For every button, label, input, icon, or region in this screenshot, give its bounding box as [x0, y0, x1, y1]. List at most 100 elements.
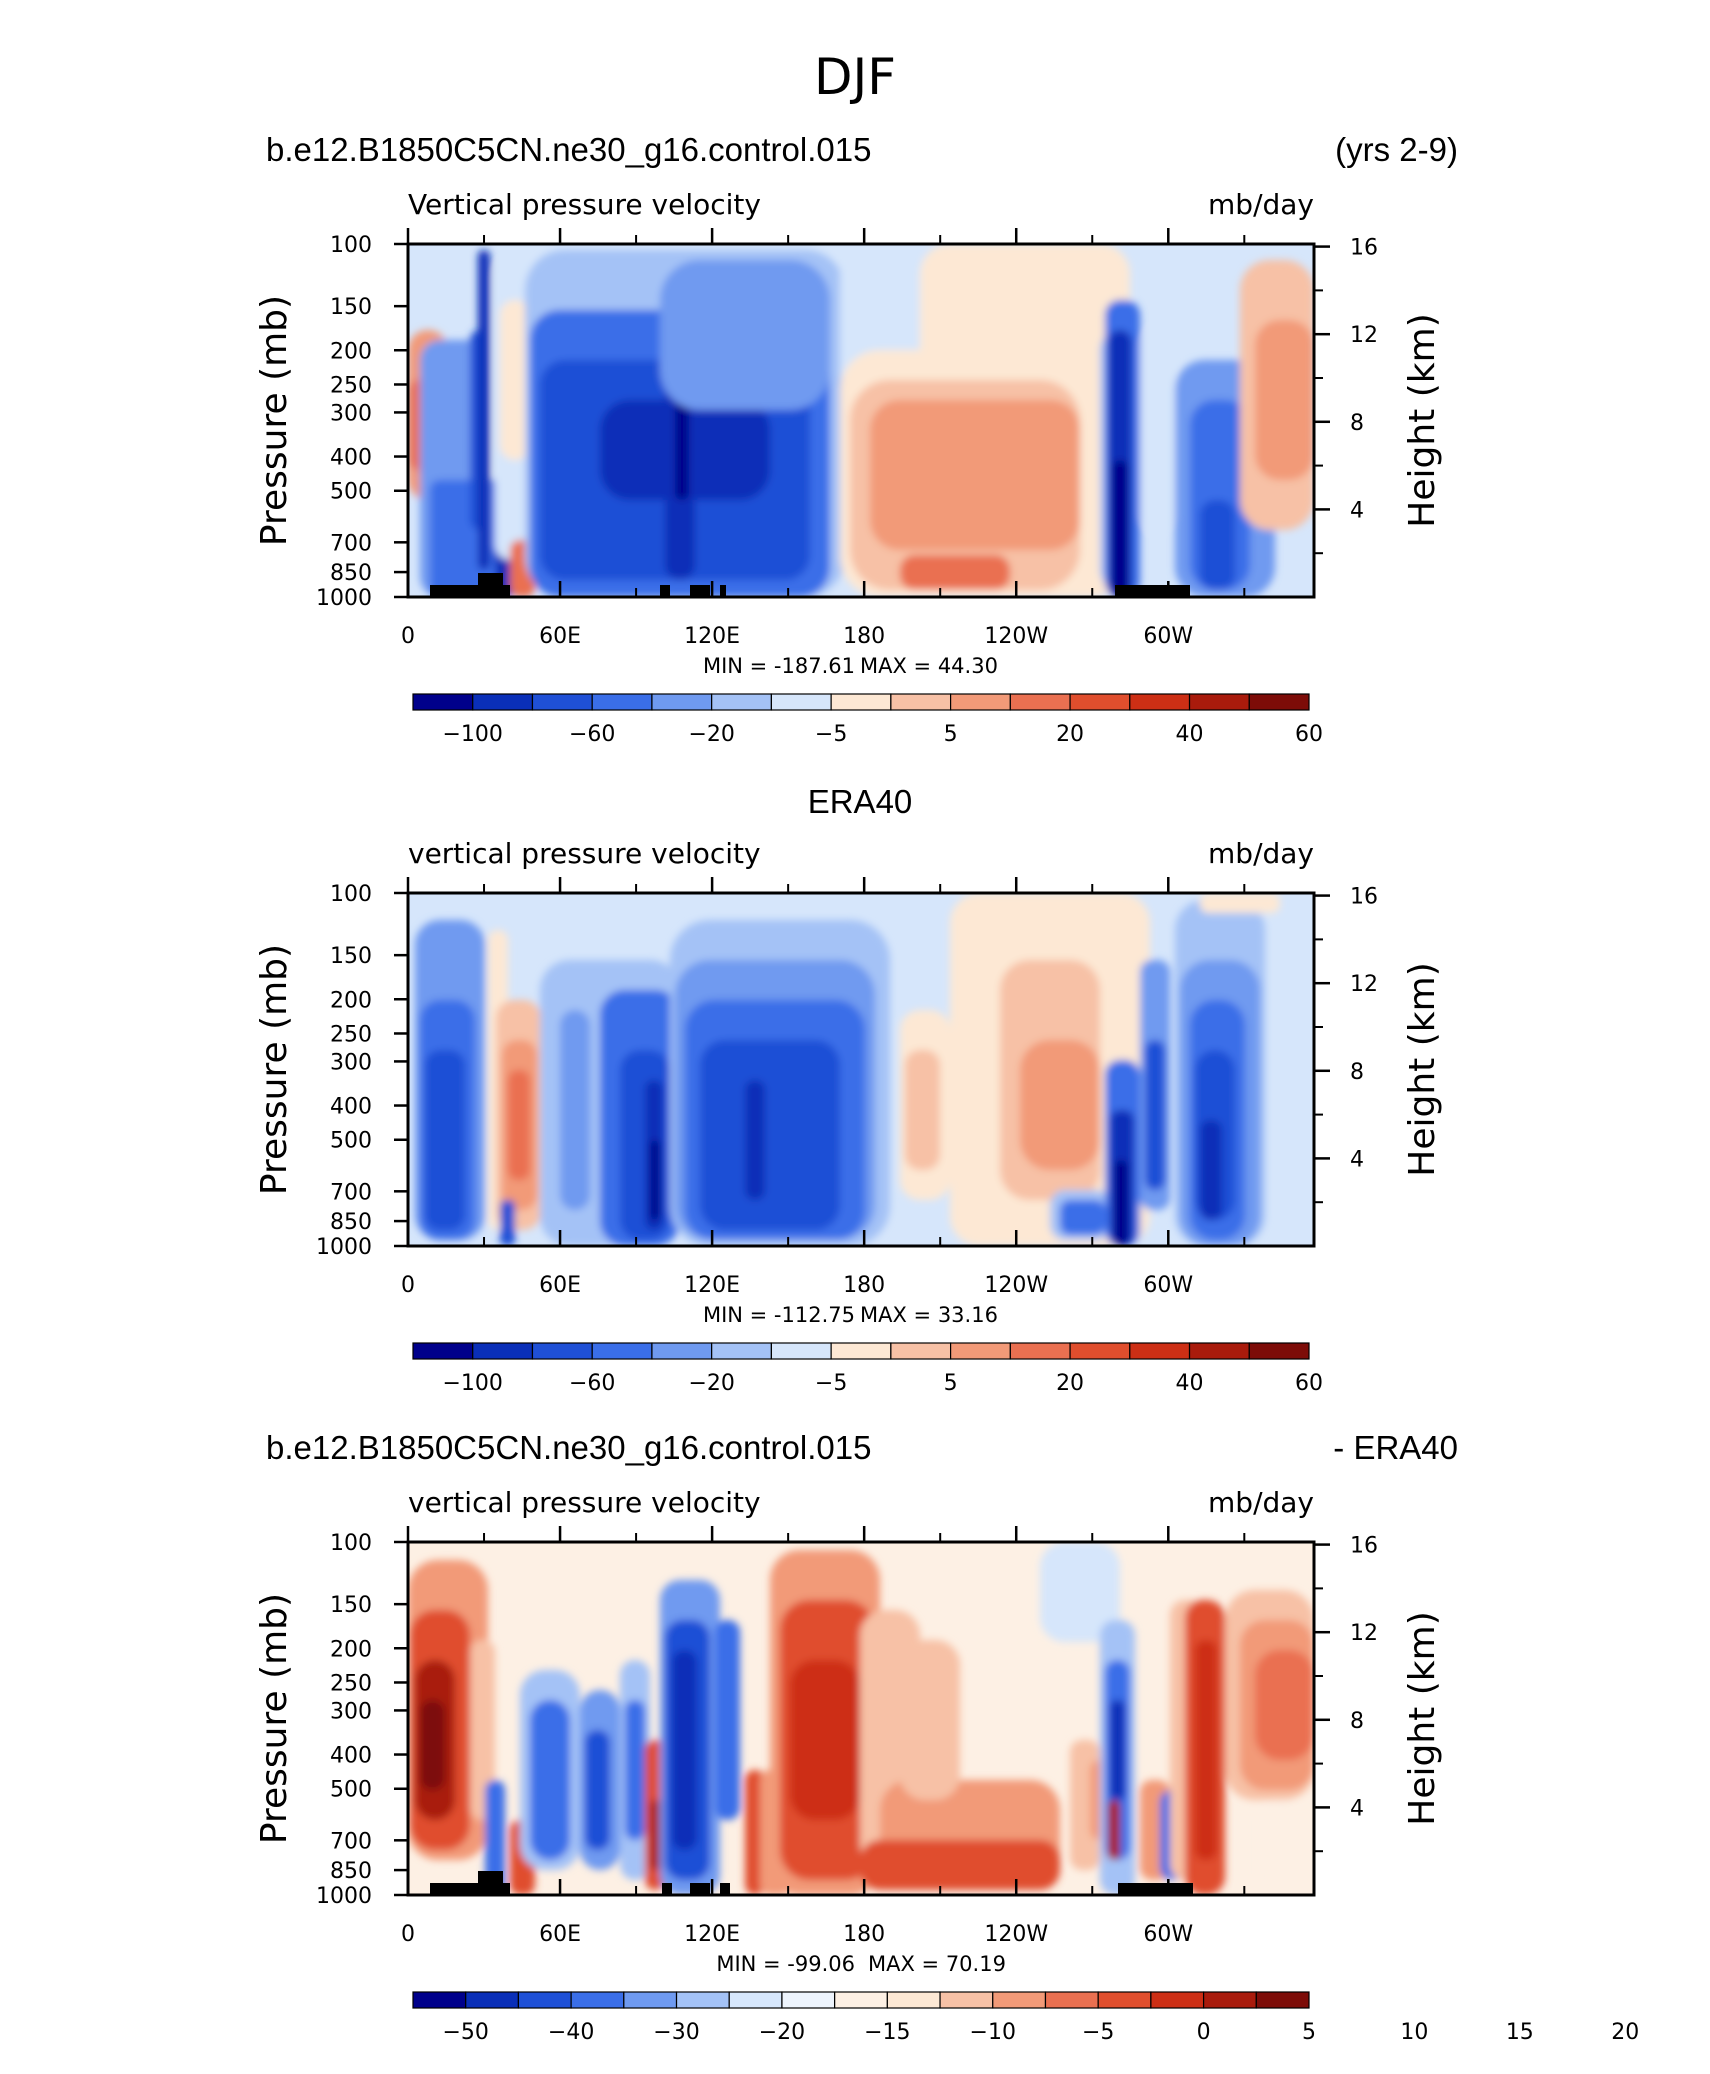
panel-3-colorbar: −50−40−30−20−15−10−505101520304050 — [412, 1991, 1639, 2045]
colorbar-label: 60 — [1295, 722, 1323, 747]
y-right-tick-label: 8 — [1350, 411, 1364, 436]
panel-3-land-mask — [430, 1871, 1193, 1895]
colorbar-label: 60 — [1295, 1371, 1323, 1396]
y-tick-label: 300 — [330, 1050, 372, 1075]
y-tick-label: 150 — [330, 1593, 372, 1618]
x-tick-label: 0 — [401, 1922, 415, 1947]
colorbar-label: 20 — [1056, 722, 1084, 747]
colorbar-swatch — [728, 1991, 783, 2009]
panel-3-min-label: MIN = -99.06 — [716, 1952, 855, 1976]
colorbar-label: −30 — [653, 2020, 699, 2045]
colorbar-label: 0 — [1197, 2020, 1211, 2045]
colorbar-label: −20 — [688, 1371, 734, 1396]
y-tick-label: 250 — [330, 373, 372, 398]
y-axis-title: Pressure (mb) — [254, 944, 295, 1195]
colorbar-swatch — [1248, 693, 1310, 711]
panel-3: b.e12.B1850C5CN.ne30_g16.control.015 - E… — [254, 1429, 1639, 2045]
colorbar-swatch — [1069, 693, 1131, 711]
y-tick-label: 100 — [330, 1531, 372, 1556]
colorbar-swatch — [1255, 1991, 1310, 2009]
x-tick-label: 60W — [1143, 624, 1193, 649]
panel-3-blob — [715, 1620, 740, 1820]
colorbar-swatch — [830, 693, 892, 711]
y-tick-label: 500 — [330, 1129, 372, 1154]
panel-1-land-block — [720, 585, 726, 597]
panel-3-blob — [485, 1780, 505, 1895]
panel-1-blob — [1255, 320, 1314, 480]
panel-1-max-label: MAX = 44.30 — [860, 654, 998, 678]
colorbar-label: −5 — [815, 1371, 847, 1396]
colorbar-label: 5 — [1302, 2020, 1316, 2045]
y-tick-label: 400 — [330, 446, 372, 471]
panel-2-variable-label: vertical pressure velocity — [408, 837, 761, 870]
y-tick-label: 500 — [330, 480, 372, 505]
colorbar-swatch — [886, 1991, 941, 2009]
colorbar-swatch — [517, 1991, 572, 2009]
colorbar-swatch — [651, 1342, 713, 1360]
panel-3-axes: 0 60E 120E 180 120W 60W 100 150 200 250 300 400 500 7… — [254, 1526, 1443, 1947]
x-tick-label: 60W — [1143, 1922, 1193, 1947]
panel-2-blob — [745, 1080, 765, 1200]
colorbar-swatch — [1009, 1342, 1071, 1360]
colorbar-swatch — [992, 1991, 1047, 2009]
colorbar-swatch — [651, 693, 713, 711]
y-right-tick-label: 12 — [1350, 972, 1378, 997]
colorbar-label: −60 — [569, 1371, 615, 1396]
panel-1-title-left: b.e12.B1850C5CN.ne30_g16.control.015 — [266, 131, 871, 168]
colorbar-swatch — [949, 693, 1011, 711]
y-tick-label: 100 — [330, 233, 372, 258]
colorbar-swatch — [711, 693, 773, 711]
panel-2-blob — [905, 1050, 940, 1170]
panel-2-axes: 0 60E 120E 180 120W 60W 100 150 200 250 300 400 500 7… — [254, 877, 1443, 1298]
panel-2-blob — [1200, 1120, 1222, 1220]
colorbar-label: 20 — [1056, 1371, 1084, 1396]
colorbar-label: −10 — [970, 2020, 1016, 2045]
x-tick-label: 180 — [843, 1273, 885, 1298]
panel-3-land-block — [662, 1883, 672, 1895]
panel-1-blob — [870, 400, 1080, 550]
panel-3-blob — [625, 1700, 645, 1840]
panel-2-colorbar: −100 −60 −20 −5 5 20 40 60 — [412, 1342, 1323, 1396]
colorbar-swatch — [711, 1342, 773, 1360]
colorbar-swatch — [472, 693, 534, 711]
y-tick-label: 150 — [330, 944, 372, 969]
panel-2-min-label: MIN = -112.75 — [703, 1303, 855, 1327]
colorbar-swatch — [1009, 693, 1071, 711]
panel-3-blob — [672, 1650, 697, 1850]
panel-1-colorbar: −100 −60 −20 −5 5 20 40 60 — [412, 693, 1323, 747]
panel-3-land-block — [720, 1883, 730, 1895]
colorbar-label: 20 — [1611, 2020, 1639, 2045]
panel-1-variable-label: Vertical pressure velocity — [408, 188, 761, 221]
x-tick-label: 0 — [401, 1273, 415, 1298]
x-tick-label: 120E — [684, 1922, 740, 1947]
y-tick-label: 1000 — [316, 1884, 372, 1909]
colorbar-label: −5 — [1082, 2020, 1114, 2045]
panel-1-min-label: MIN = -187.61 — [703, 654, 855, 678]
x-tick-label: 60E — [539, 1922, 581, 1947]
panel-3-title-left: b.e12.B1850C5CN.ne30_g16.control.015 — [266, 1429, 871, 1466]
colorbar-swatch — [1069, 1342, 1131, 1360]
x-tick-label: 120E — [684, 1273, 740, 1298]
y-tick-label: 200 — [330, 988, 372, 1013]
panel-2-field — [408, 893, 1314, 1246]
x-tick-label: 60E — [539, 624, 581, 649]
y-right-tick-label: 12 — [1350, 1621, 1378, 1646]
colorbar-swatch — [770, 693, 832, 711]
panel-3-frame — [406, 1540, 1316, 1897]
colorbar-label: −100 — [443, 1371, 503, 1396]
y-tick-label: 200 — [330, 339, 372, 364]
panel-2-max-label: MAX = 33.16 — [860, 1303, 998, 1327]
colorbar-swatch — [1129, 693, 1191, 711]
colorbar-swatch — [591, 693, 653, 711]
panel-2-blob — [1145, 1040, 1165, 1190]
y-right-tick-label: 4 — [1350, 1796, 1364, 1821]
panel-1-blob — [478, 250, 490, 570]
colorbar-swatch — [939, 1991, 994, 2009]
colorbar-label: −50 — [442, 2020, 488, 2045]
panel-2-blob — [500, 1200, 515, 1246]
panel-2-blob — [650, 1140, 660, 1220]
x-tick-label: 120E — [684, 624, 740, 649]
colorbar-label: 40 — [1176, 722, 1204, 747]
x-tick-label: 0 — [401, 624, 415, 649]
